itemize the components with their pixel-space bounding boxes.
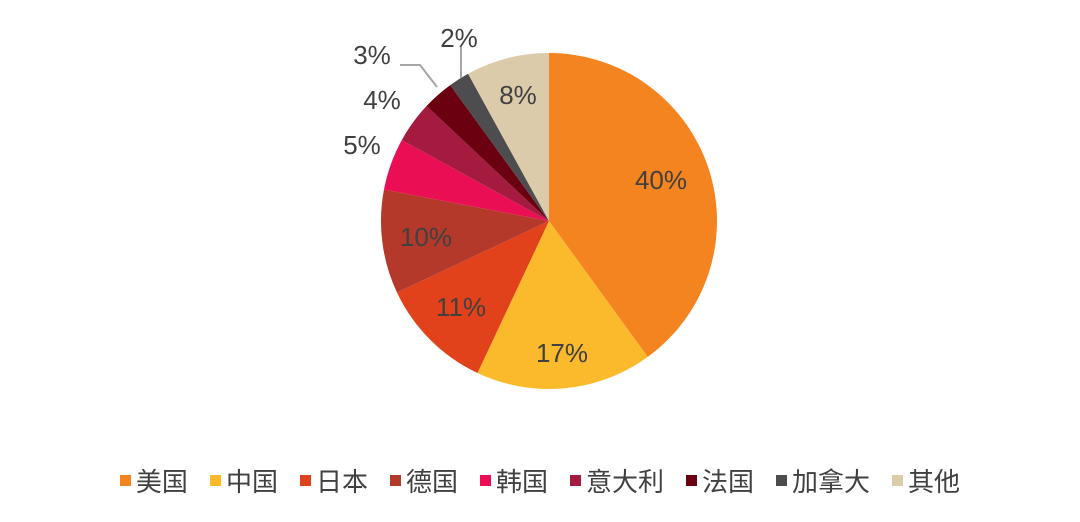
pie-slice-3 bbox=[396, 221, 549, 374]
data-label-1: 40% bbox=[635, 165, 687, 195]
legend-item: 韩国 bbox=[479, 462, 548, 499]
data-label-8: 2% bbox=[440, 23, 478, 53]
legend-item: 中国 bbox=[209, 462, 278, 499]
legend-swatch bbox=[570, 475, 581, 486]
legend-item: 德国 bbox=[389, 462, 458, 499]
pie-slice-1 bbox=[549, 53, 717, 357]
leader-line-3 bbox=[400, 64, 438, 88]
legend-label: 德国 bbox=[405, 468, 458, 498]
pie-slice-9 bbox=[468, 53, 549, 221]
pie-slice-6 bbox=[401, 105, 549, 221]
data-label-3: 11% bbox=[436, 292, 486, 322]
legend-swatch bbox=[479, 475, 491, 486]
legend-label: 意大利 bbox=[586, 468, 665, 498]
legend-label: 其他 bbox=[908, 468, 961, 498]
legend-item: 法国 bbox=[686, 462, 754, 499]
pie-slice-2 bbox=[477, 221, 648, 389]
pie-slice-7 bbox=[426, 85, 549, 221]
pie-slice-4 bbox=[381, 189, 549, 293]
legend-swatch bbox=[776, 475, 788, 486]
legend-label: 加拿大 bbox=[792, 468, 871, 498]
pie-slice-5 bbox=[383, 140, 549, 221]
data-label-4: 10% bbox=[400, 222, 452, 252]
data-label-2: 17% bbox=[536, 338, 588, 368]
legend-item: 其他 bbox=[892, 462, 960, 499]
legend: 美国 中国 日本 德国 韩国 意大利 法国 加拿大 其他 bbox=[0, 462, 1080, 499]
legend-label: 美国 bbox=[135, 468, 188, 498]
legend-swatch bbox=[389, 475, 401, 486]
legend-label: 法国 bbox=[702, 468, 755, 498]
legend-swatch bbox=[892, 475, 904, 486]
legend-label: 韩国 bbox=[495, 468, 548, 498]
data-label-9: 8% bbox=[499, 80, 537, 110]
legend-label: 日本 bbox=[315, 468, 368, 498]
legend-item: 意大利 bbox=[570, 462, 664, 499]
legend-item: 美国 bbox=[119, 462, 188, 499]
legend-swatch bbox=[209, 475, 221, 486]
data-label-7: 3% bbox=[353, 40, 391, 70]
data-label-5: 5% bbox=[343, 130, 381, 160]
legend-item: 日本 bbox=[299, 462, 368, 499]
pie-chart: 40% 17% 11% 10% 5% 4% 3% 2% 8% bbox=[343, 23, 717, 389]
legend-swatch bbox=[686, 475, 698, 486]
pie-slice-8 bbox=[450, 73, 549, 221]
data-label-6: 4% bbox=[363, 85, 401, 115]
legend-label: 中国 bbox=[225, 468, 278, 498]
legend-item: 加拿大 bbox=[776, 462, 870, 499]
legend-swatch bbox=[299, 475, 311, 486]
legend-swatch bbox=[119, 475, 131, 486]
